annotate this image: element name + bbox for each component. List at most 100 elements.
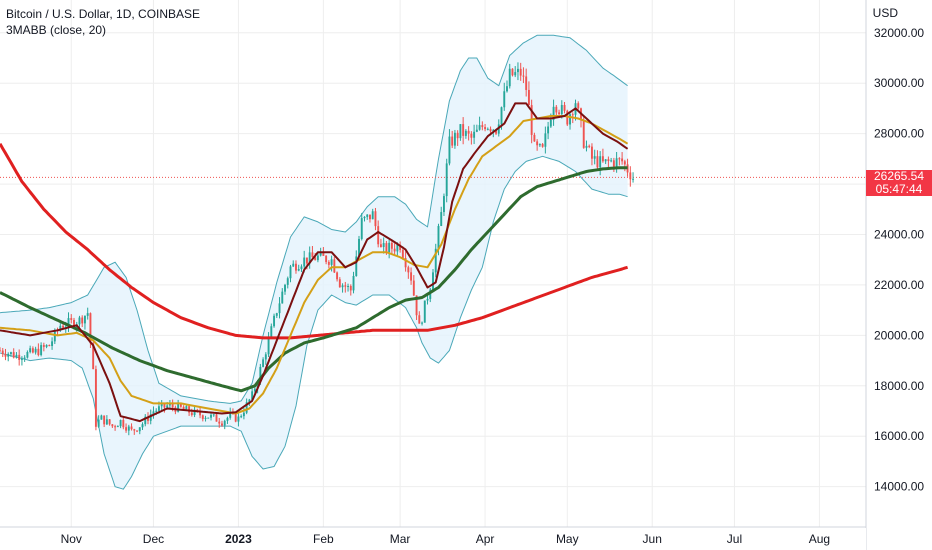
bar-countdown: 05:47:44 — [875, 182, 923, 197]
candle-body — [245, 402, 248, 413]
candle — [311, 246, 314, 258]
candle-body — [390, 242, 393, 249]
candle-body — [462, 124, 465, 136]
candle-body — [327, 261, 330, 265]
candle — [18, 349, 21, 366]
ma-mid-line — [0, 115, 629, 415]
candle — [86, 307, 89, 320]
candle — [360, 212, 363, 241]
candle-body — [522, 75, 525, 77]
candle-body — [536, 141, 539, 146]
x-tick-label: May — [556, 532, 579, 546]
candle-body — [0, 350, 1, 352]
candle-body — [599, 156, 602, 168]
time-axis-bg — [0, 528, 866, 550]
candle-body — [423, 300, 426, 323]
x-tick-label: Feb — [313, 532, 334, 546]
candle-body — [111, 424, 114, 427]
candle-body — [127, 426, 130, 431]
candle-body — [116, 426, 119, 428]
candle — [588, 144, 591, 149]
candle — [410, 267, 413, 285]
candle-body — [363, 216, 366, 219]
y-tick-label: 28000.00 — [874, 127, 924, 141]
candle — [618, 157, 621, 166]
candle — [599, 151, 602, 176]
symbol-title[interactable]: Bitcoin / U.S. Dollar, 1D, COINBASE — [6, 7, 201, 21]
indicator-legend[interactable]: 3MABB (close, 20) — [6, 23, 107, 37]
candle-body — [410, 272, 413, 281]
candle — [111, 423, 114, 429]
candle-body — [355, 256, 358, 277]
candle-body — [566, 110, 569, 125]
y-tick-label: 32000.00 — [874, 26, 924, 40]
candle — [221, 420, 223, 427]
last-price-value: 26265.54 — [873, 169, 925, 184]
candle — [421, 321, 423, 326]
candle — [629, 166, 632, 187]
candle-body — [179, 403, 182, 407]
candle — [295, 260, 297, 274]
candle — [81, 315, 84, 328]
candle — [116, 425, 119, 428]
candle-body — [563, 105, 566, 111]
candle-body — [278, 303, 281, 314]
candle-body — [100, 415, 103, 420]
ma-200-line — [0, 142, 629, 340]
candle-body — [506, 86, 508, 92]
candle-body — [484, 127, 487, 130]
candle — [445, 158, 448, 203]
candle-body — [204, 417, 207, 419]
candle — [519, 62, 522, 81]
candle — [478, 116, 481, 131]
candle-body — [407, 267, 410, 273]
candle-body — [12, 352, 15, 358]
candle — [352, 271, 355, 294]
candle — [393, 243, 396, 256]
candle — [596, 150, 599, 170]
candle-body — [267, 337, 270, 355]
candle — [308, 246, 311, 269]
candle-body — [508, 68, 511, 87]
candle-body — [610, 160, 613, 162]
candle — [601, 148, 604, 163]
candle-body — [322, 251, 325, 256]
candle-body — [289, 266, 292, 279]
candle — [577, 101, 580, 110]
candle — [122, 417, 125, 430]
candle-body — [160, 403, 163, 407]
candle — [363, 216, 366, 222]
candle-body — [366, 214, 369, 217]
candle — [481, 121, 484, 131]
candle-body — [481, 125, 484, 128]
candle — [344, 281, 347, 293]
candle — [237, 413, 240, 427]
candle — [379, 238, 382, 248]
candle — [590, 143, 593, 166]
candle — [473, 124, 476, 145]
candle — [440, 206, 443, 227]
candle — [108, 419, 111, 426]
candle-body — [393, 248, 396, 252]
candle-body — [623, 161, 626, 165]
candle — [325, 255, 328, 265]
candle-body — [629, 172, 632, 180]
candle-body — [89, 313, 92, 344]
candle-body — [163, 403, 166, 408]
candle-body — [607, 159, 610, 162]
candle-body — [382, 243, 385, 248]
candle-body — [432, 272, 434, 290]
candle — [182, 405, 185, 410]
candle — [316, 252, 319, 263]
candle — [127, 424, 130, 436]
x-tick-label: Aug — [809, 532, 830, 546]
candle — [516, 62, 519, 81]
candle — [100, 414, 103, 420]
candle-body — [152, 411, 155, 415]
candle-body — [399, 244, 402, 250]
candle-body — [456, 132, 459, 139]
candle — [610, 157, 613, 163]
candle — [536, 139, 539, 151]
candle-body — [62, 325, 64, 328]
